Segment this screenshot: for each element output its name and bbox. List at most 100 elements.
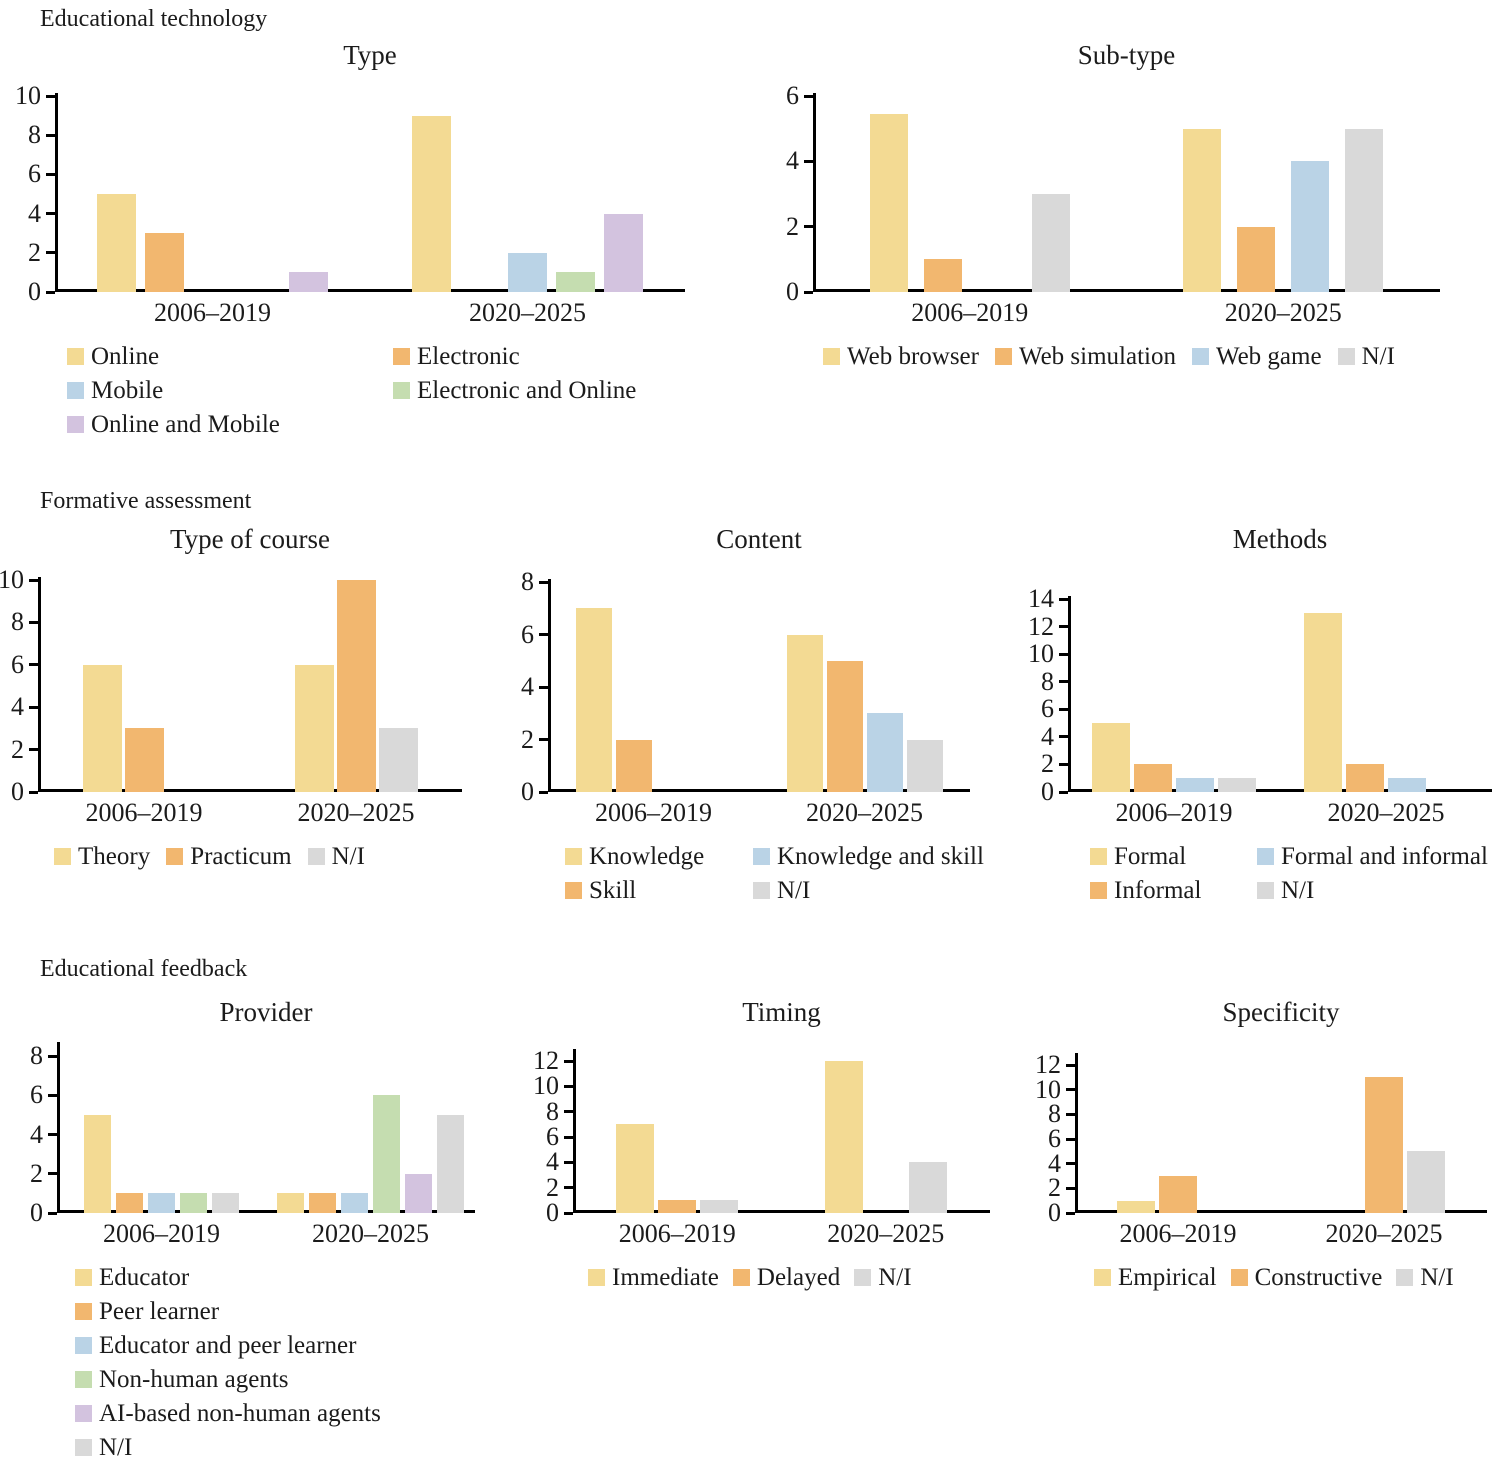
x-axis-labels: 2006–2019 2020–2025 [1068, 798, 1492, 828]
legend-label: Knowledge and skill [777, 843, 984, 870]
y-tick-label: 8 [11, 607, 24, 637]
y-tick-label: 10 [1028, 639, 1054, 669]
y-tick-label: 12 [1035, 1050, 1061, 1079]
legend-item-electronic: Electronic [393, 342, 713, 371]
y-tick-label: 4 [1048, 1148, 1061, 1178]
y-axis-line [57, 1042, 60, 1213]
plot-area: 0 2 4 6 8 10 [0, 566, 496, 806]
legend-swatch-theory [54, 848, 71, 865]
bar-immediate [824, 1061, 863, 1213]
legend-item-online: Online [67, 342, 393, 371]
y-tick-mark [1059, 625, 1068, 629]
bar-mobile [508, 252, 547, 292]
plot: 0 2 4 6 8 [30, 1042, 475, 1227]
legend: Theory Practicum N/I [54, 842, 496, 871]
bar-groups [1068, 599, 1492, 792]
legend-label: N/I [1420, 1264, 1454, 1291]
bar-group-2020-2025 [1127, 96, 1441, 292]
x-category-label: 2020–2025 [806, 798, 923, 827]
bar-n-i [700, 1200, 739, 1213]
legend-label: N/I [331, 843, 365, 870]
y-tick-label: 4 [786, 146, 799, 176]
y-tick-mark [804, 94, 813, 98]
x-axis-line [548, 789, 970, 792]
plot: 0 2 4 6 8 10 12 [1035, 1051, 1487, 1227]
y-tick-label: 0 [1041, 777, 1054, 806]
x-axis-labels: 2006–2019 2020–2025 [573, 1219, 990, 1249]
y-tick-mark [48, 1054, 57, 1058]
bar-non-human-agents [180, 1193, 207, 1213]
legend-item-formal-and-informal: Formal and informal [1257, 842, 1503, 871]
y-tick-mark [1059, 790, 1068, 794]
y-tick-label: 4 [28, 198, 41, 228]
bar-groups [813, 96, 1440, 292]
y-tick-label: 4 [521, 672, 534, 701]
y-tick-label: 8 [1048, 1099, 1061, 1129]
legend-swatch-n-i [75, 1439, 92, 1456]
legend-label: Informal [1114, 877, 1202, 904]
x-axis-labels: 2006–2019 2020–2025 [55, 298, 685, 328]
y-tick-mark [1059, 680, 1068, 684]
bar-web-game [1291, 161, 1330, 292]
y-tick-mark [1066, 1186, 1075, 1190]
legend: Web browser Web simulation Web game N/I [823, 342, 1471, 371]
y-tick-mark [46, 133, 55, 137]
plot: 0 2 4 6 8 [521, 568, 970, 806]
legend-swatch-n-i [1257, 882, 1274, 899]
chart-provider: Provider 0 2 4 6 8 2006–2019 2020–2025 Educator P… [15, 997, 505, 1462]
legend-label: N/I [777, 877, 811, 904]
bar-skill [826, 660, 863, 792]
x-category-label: 2020–2025 [1325, 1219, 1443, 1248]
legend-item-theory: Theory [54, 842, 150, 871]
bar-group-2006-2019 [548, 582, 759, 792]
bar-n-i [1031, 194, 1070, 292]
legend-swatch-electronic-and-online [393, 382, 410, 399]
legend-label: Educator [99, 1264, 190, 1291]
y-axis-line [55, 93, 58, 292]
x-axis-line [813, 289, 1440, 292]
y-tick-label: 14 [1028, 584, 1054, 613]
y-tick-label: 4 [1041, 721, 1054, 751]
x-category-label: 2020–2025 [312, 1219, 429, 1248]
y-tick-mark [29, 705, 38, 709]
y-tick-label: 8 [1041, 666, 1054, 696]
bar-web-browser [869, 113, 908, 292]
bar-n-i [212, 1193, 239, 1213]
x-category-label: 2020–2025 [1224, 298, 1342, 327]
bar-n-i [1218, 778, 1256, 792]
legend-swatch-delayed [732, 1269, 750, 1286]
bar-web-simulation [923, 259, 962, 292]
y-tick-mark [1066, 1088, 1075, 1092]
bar-educator-and-peer-learner [341, 1193, 368, 1213]
x-axis-labels: 2006–2019 2020–2025 [813, 298, 1440, 328]
legend-swatch-knowledge-and-skill [753, 848, 770, 865]
y-tick-label: 6 [1048, 1124, 1061, 1153]
y-tick-mark [29, 620, 38, 624]
legend-label: Electronic and Online [417, 377, 637, 404]
bar-group-2020-2025 [266, 1056, 475, 1213]
bar-online-and-mobile [289, 272, 328, 292]
x-category-label: 2006–2019 [1115, 798, 1233, 827]
bar-group-2020-2025 [1281, 1065, 1487, 1213]
bar-educator [84, 1114, 111, 1213]
y-tick-label: 4 [546, 1147, 559, 1177]
bar-n-i [378, 728, 418, 792]
x-axis-labels-row: 2006–2019 2020–2025 [1068, 798, 1492, 828]
plot-area: 0 2 4 6 8 10 12 [533, 1047, 1001, 1227]
legend-swatch-mobile [67, 382, 84, 399]
legend-swatch-n-i [854, 1269, 872, 1286]
chart-title: Type of course [169, 524, 331, 554]
x-axis-line [38, 789, 462, 792]
legend-item-online-and-mobile: Online and Mobile [67, 410, 393, 439]
section-header-educational-feedback: Educational feedback [40, 956, 248, 982]
y-axis-line [813, 93, 816, 292]
legend-label: Peer learner [99, 1298, 220, 1325]
x-axis-labels-row: 2006–2019 2020–2025 [813, 298, 1440, 328]
legend-item-web-browser: Web browser [823, 342, 979, 371]
legend-label: Mobile [91, 377, 164, 404]
bar-group-2020-2025 [250, 580, 462, 792]
bar-electronic-and-online [556, 272, 595, 292]
legend-item-educator: Educator [75, 1263, 505, 1292]
bar-constructive [1159, 1176, 1197, 1213]
chart-title: Specificity [1222, 997, 1340, 1027]
